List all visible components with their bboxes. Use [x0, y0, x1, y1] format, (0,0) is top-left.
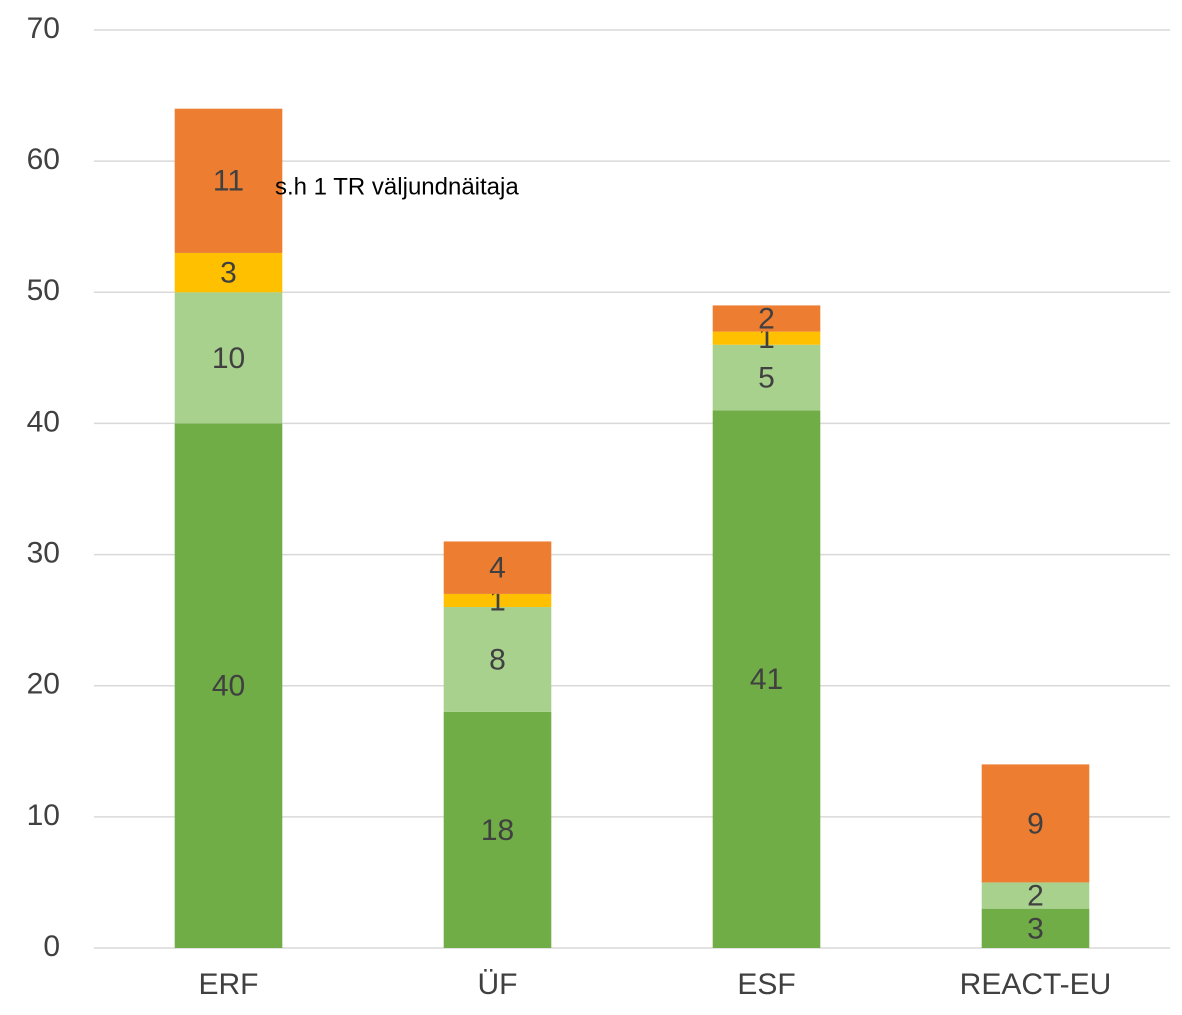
- bar-segment: [174, 423, 283, 948]
- bar-segment: [443, 711, 552, 948]
- data-label: 5: [758, 361, 775, 394]
- bar-segment: [981, 764, 1090, 883]
- annotation: s.h 1 TR väljundnäitaja: [275, 173, 519, 200]
- bar-segment: [712, 410, 821, 948]
- data-label: 41: [750, 663, 783, 696]
- data-label: 4: [489, 552, 506, 585]
- y-tick-label: 10: [27, 799, 60, 832]
- y-tick-label: 40: [27, 405, 60, 438]
- y-tick-label: 20: [27, 668, 60, 701]
- data-label: 3: [1027, 912, 1044, 945]
- bar-segment: [174, 292, 283, 424]
- x-tick-label: ESF: [737, 968, 795, 1001]
- x-tick-label: ERF: [199, 968, 259, 1001]
- y-tick-label: 30: [27, 536, 60, 569]
- bar-segment: [712, 305, 821, 332]
- bar-segment: [712, 344, 821, 411]
- x-tick-label: REACT-EU: [960, 968, 1112, 1001]
- data-label: 8: [489, 643, 506, 676]
- data-label: 9: [1027, 807, 1044, 840]
- data-label: 18: [481, 814, 514, 847]
- data-label: 11: [213, 165, 244, 198]
- data-label: 3: [220, 257, 237, 290]
- y-tick-label: 0: [43, 930, 60, 963]
- bar-segment: [443, 593, 552, 608]
- bar-segment: [174, 252, 283, 293]
- bar-segment: [981, 882, 1090, 909]
- bar-segment: [712, 331, 821, 345]
- bar-segment: [443, 607, 552, 712]
- data-label: 2: [758, 302, 775, 335]
- bar-segment: [174, 108, 283, 253]
- bar-segment: [443, 541, 552, 594]
- y-tick-label: 60: [27, 143, 60, 176]
- data-label: 10: [212, 342, 245, 375]
- data-label: 40: [212, 670, 245, 703]
- y-tick-label: 50: [27, 274, 60, 307]
- x-tick-label: ÜF: [478, 968, 518, 1001]
- data-label: 2: [1027, 879, 1044, 912]
- y-tick-label: 70: [27, 12, 60, 45]
- bar-segment: [981, 908, 1090, 948]
